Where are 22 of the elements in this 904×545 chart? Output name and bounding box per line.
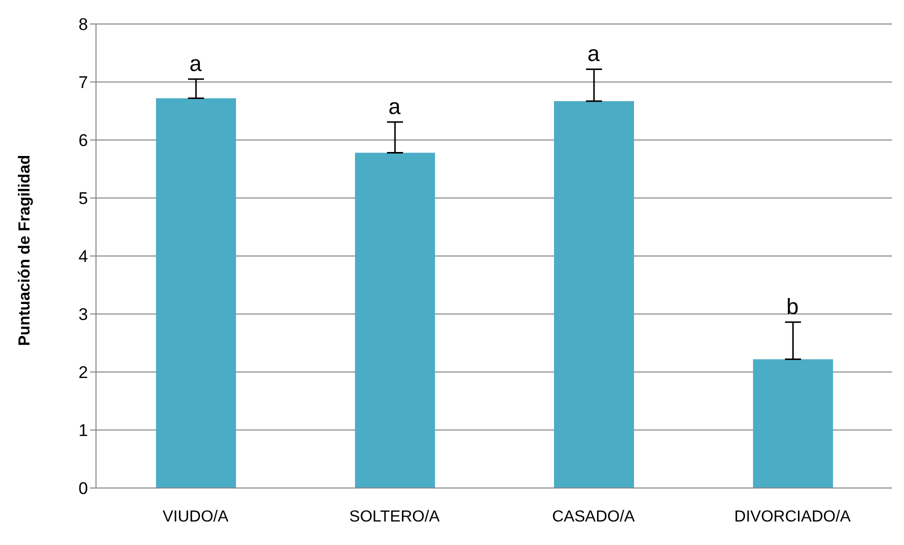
x-tick-label: DIVORCIADO/A [734, 508, 852, 526]
bar [156, 98, 236, 488]
x-tick-label: CASADO/A [552, 508, 636, 526]
y-tick-label: 3 [78, 305, 88, 324]
y-tick-label: 8 [78, 15, 88, 34]
annotation: b [786, 294, 799, 320]
x-tick-label: VIUDO/A [162, 508, 229, 526]
bar [554, 101, 634, 488]
y-tick-label: 2 [78, 363, 88, 382]
annotation: a [388, 94, 402, 120]
x-tick-label: SOLTERO/A [349, 508, 440, 526]
y-tick-label: 6 [78, 131, 88, 150]
bar [355, 152, 435, 488]
y-tick-label: 5 [78, 189, 88, 208]
annotation: a [189, 51, 202, 76]
y-tick-label: 1 [78, 421, 88, 440]
annotation: a [587, 41, 600, 66]
bar [753, 359, 833, 488]
y-tick-label: 7 [78, 73, 88, 92]
y-tick-label: 0 [78, 479, 88, 498]
y-axis-title: Puntuación de Fragilidad [16, 154, 34, 346]
y-tick-label: 4 [78, 247, 88, 266]
